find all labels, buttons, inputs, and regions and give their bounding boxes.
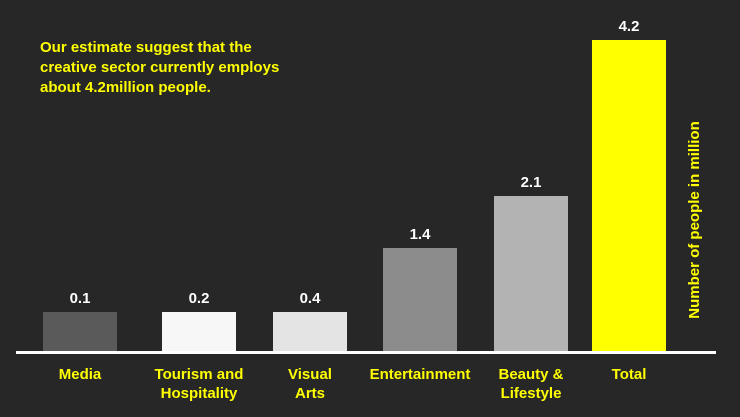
category-label-1: Tourism and Hospitality [155, 366, 244, 402]
value-label-2: 0.4 [300, 290, 322, 307]
bar-1 [162, 312, 236, 352]
category-label-4: Beauty & Lifestyle [498, 366, 563, 402]
value-label-4: 2.1 [521, 174, 542, 191]
value-label-5: 4.2 [619, 18, 640, 35]
chart-annotation: Our estimate suggest that the creative s… [40, 39, 280, 96]
category-label-5: Total [612, 366, 647, 383]
bar-3 [383, 248, 457, 352]
category-label-2: Visual Arts [288, 366, 332, 402]
value-label-0: 0.1 [70, 290, 91, 307]
y-axis-label: Number of people in million [686, 121, 703, 319]
bar-2 [273, 312, 347, 352]
value-label-1: 0.2 [189, 290, 210, 307]
category-label-0: Media [59, 366, 102, 383]
bar-4 [494, 196, 568, 352]
value-label-3: 1.4 [410, 226, 432, 243]
category-label-3: Entertainment [370, 366, 471, 383]
bar-5 [592, 40, 666, 352]
bar-0 [43, 312, 117, 352]
